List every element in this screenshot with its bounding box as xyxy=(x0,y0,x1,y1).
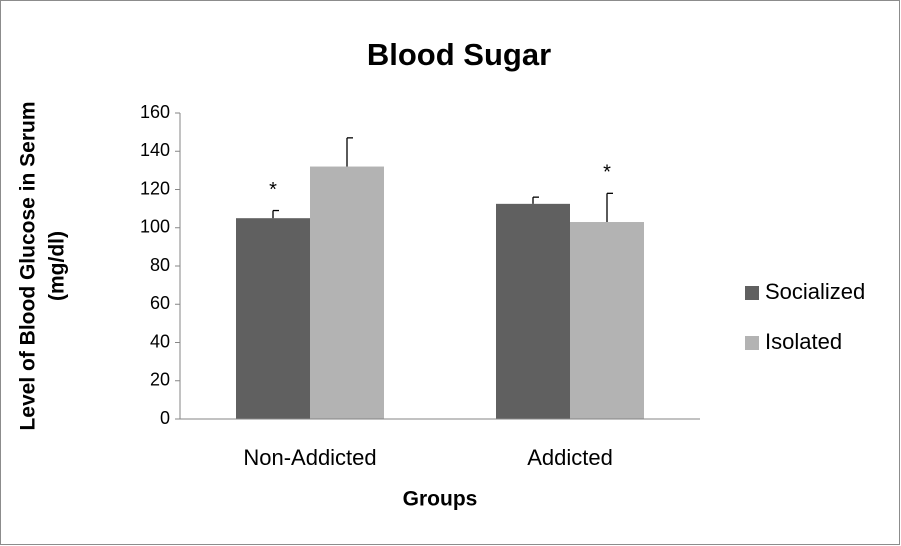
error-bar xyxy=(272,209,279,219)
y-tick-label: 0 xyxy=(160,408,170,428)
y-tick-label: 140 xyxy=(140,140,170,160)
x-tick-label: Addicted xyxy=(527,445,613,470)
bar xyxy=(236,218,310,419)
bar xyxy=(570,222,644,419)
legend-label: Socialized xyxy=(765,279,865,304)
error-bar xyxy=(532,196,539,204)
bar xyxy=(310,166,384,419)
y-tick-label: 40 xyxy=(150,331,170,351)
y-axis-label: (mg/dl) xyxy=(46,231,69,301)
y-tick-label: 80 xyxy=(150,255,170,275)
y-axis-label: Level of Blood Glucose in Serum xyxy=(17,101,40,430)
bar xyxy=(496,203,570,419)
legend-swatch xyxy=(745,336,759,350)
chart-title: Blood Sugar xyxy=(367,37,551,72)
legend-swatch xyxy=(745,286,759,300)
y-tick-label: 100 xyxy=(140,217,170,237)
y-tick-label: 20 xyxy=(150,370,170,390)
annotation: * xyxy=(269,179,277,201)
y-tick-label: 120 xyxy=(140,178,170,198)
error-bar xyxy=(606,192,613,223)
y-tick-label: 160 xyxy=(140,102,170,122)
x-axis-label: Groups xyxy=(403,488,478,511)
y-tick-label: 60 xyxy=(150,293,170,313)
x-tick-label: Non-Addicted xyxy=(243,445,376,470)
annotation: * xyxy=(603,162,611,184)
error-bar xyxy=(346,137,353,167)
legend-label: Isolated xyxy=(765,329,842,354)
